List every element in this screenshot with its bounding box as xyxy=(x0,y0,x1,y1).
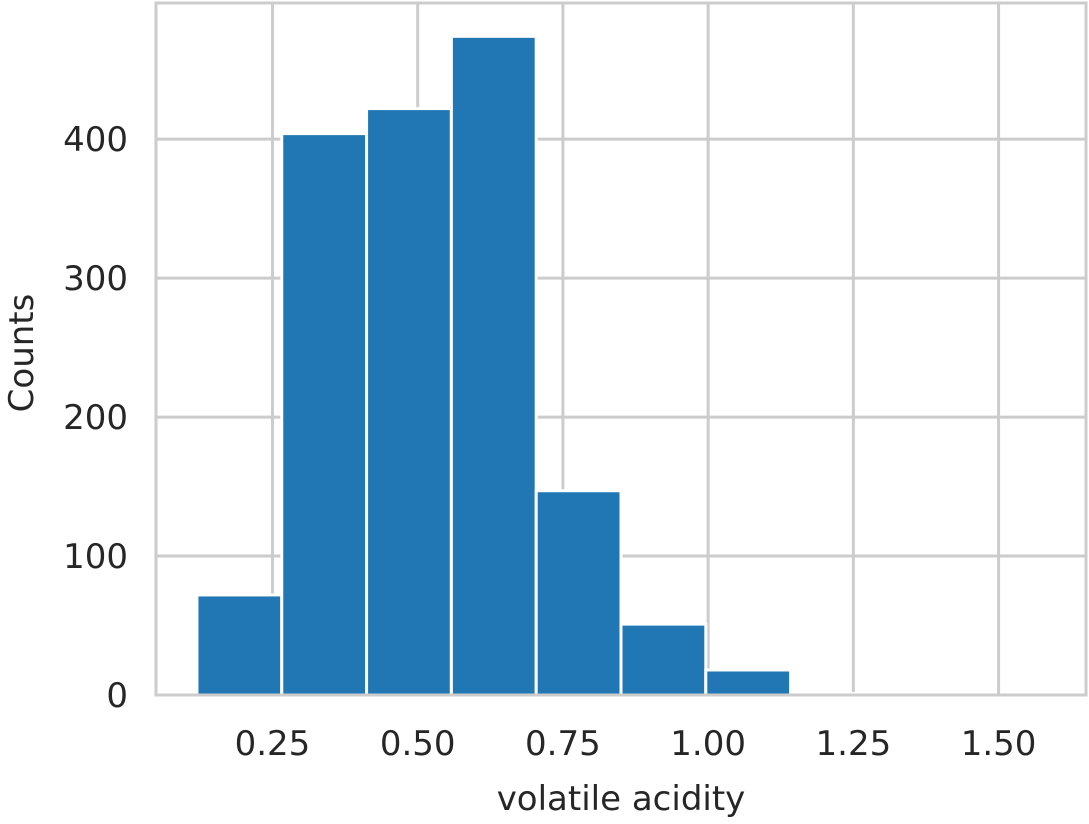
x-tick-label-0: 0.25 xyxy=(235,724,311,764)
plot-border xyxy=(154,1,1088,697)
y-tick-labels: 0 100 200 300 400 xyxy=(63,120,128,716)
x-axis-label: volatile acidity xyxy=(497,779,746,819)
y-axis-label: Counts xyxy=(2,294,42,413)
x-tick-label-4: 1.25 xyxy=(816,724,892,764)
histogram-bar-0 xyxy=(195,593,284,697)
x-tick-labels: 0.25 0.50 0.75 1.00 1.25 1.50 xyxy=(235,724,1037,764)
x-tick-label-2: 0.75 xyxy=(525,724,601,764)
bars-layer xyxy=(195,34,962,697)
histogram-bar-1 xyxy=(280,132,369,697)
histogram-bar-5 xyxy=(619,622,708,697)
y-tick-label-3: 300 xyxy=(63,259,128,299)
histogram-bar-3 xyxy=(449,34,538,697)
x-tick-label-1: 0.50 xyxy=(380,724,456,764)
y-tick-label-2: 200 xyxy=(63,398,128,438)
x-tick-label-3: 1.00 xyxy=(670,724,746,764)
histogram-bar-6 xyxy=(704,668,793,697)
y-tick-label-0: 0 xyxy=(106,676,128,716)
x-tick-label-5: 1.50 xyxy=(961,724,1037,764)
y-tick-label-4: 400 xyxy=(63,120,128,160)
axes-frame xyxy=(154,1,1088,697)
histogram-bar-4 xyxy=(534,489,623,697)
y-tick-label-1: 100 xyxy=(63,537,128,577)
histogram-bar-2 xyxy=(365,107,453,697)
